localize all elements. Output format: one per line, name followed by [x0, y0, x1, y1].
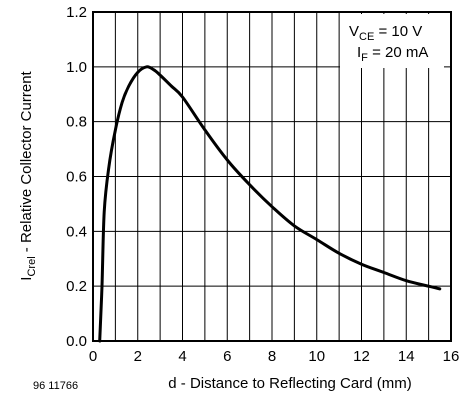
y-tick-label: 0.6 [66, 169, 87, 186]
y-tick-label: 0.2 [66, 278, 87, 295]
condition-vce: VCE = 10 V [349, 23, 422, 43]
x-tick-label: 4 [178, 348, 186, 365]
figure-code: 96 11766 [33, 380, 78, 392]
y-axis-label: ICrel - Relative Collector Current [18, 70, 38, 280]
conditions-box: VCE = 10 V IF = 20 mA [340, 14, 444, 68]
x-tick-label: 0 [89, 348, 97, 365]
y-tick-labels: 0.0 0.2 0.4 0.6 0.8 1.0 1.2 [66, 4, 87, 350]
conditions-box-background [340, 14, 444, 68]
y-tick-label: 1.2 [66, 4, 87, 21]
y-axis-label-sub: Crel [26, 256, 38, 276]
y-axis-label-main: I [18, 277, 35, 281]
condition-if: IF = 20 mA [357, 44, 428, 64]
condition-if-rest: = 20 mA [368, 44, 428, 61]
x-tick-labels: 0 2 4 6 8 10 12 14 16 [89, 348, 460, 365]
condition-if-main: I [357, 44, 361, 61]
condition-vce-main: V [349, 23, 359, 40]
y-tick-label: 1.0 [66, 59, 87, 76]
x-tick-label: 2 [134, 348, 142, 365]
plot-frame [92, 11, 452, 342]
y-axis-label-rest: - Relative Collector Current [18, 70, 35, 256]
x-tick-label: 6 [223, 348, 231, 365]
series-line [98, 65, 442, 343]
x-tick-label: 8 [268, 348, 276, 365]
condition-if-sub: F [361, 52, 368, 64]
x-tick-label: 10 [308, 348, 325, 365]
x-tick-label: 14 [398, 348, 415, 365]
x-tick-label: 16 [443, 348, 460, 365]
condition-vce-sub: CE [359, 31, 374, 43]
y-tick-label: 0.4 [66, 223, 87, 240]
y-tick-label: 0.0 [66, 333, 87, 350]
condition-vce-rest: = 10 V [374, 23, 422, 40]
x-tick-label: 12 [353, 348, 370, 365]
x-axis-label: d - Distance to Reflecting Card (mm) [168, 375, 411, 392]
y-tick-label: 0.8 [66, 114, 87, 131]
